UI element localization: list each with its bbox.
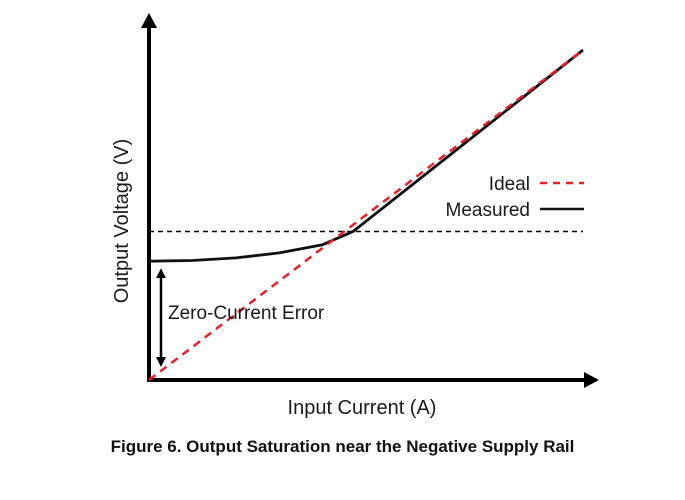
series-line-ideal (148, 49, 584, 381)
series-line-measured (148, 48, 584, 263)
legend-label-ideal: Ideal (489, 174, 530, 195)
figure-caption: Figure 6. Output Saturation near the Neg… (110, 437, 575, 456)
x-axis-title: Input Current (A) (288, 397, 437, 419)
y-axis-arrow-icon (141, 13, 157, 28)
zero-current-error-label: Zero-Current Error (168, 303, 325, 324)
legend: Ideal Measured (446, 174, 584, 221)
x-axis-arrow-icon (584, 372, 599, 388)
y-axis-title: Output Voltage (V) (111, 139, 133, 304)
zero-current-error-annotation: Zero-Current Error (156, 268, 325, 367)
chart: Zero-Current Error Ideal Measured Input … (111, 13, 599, 419)
series-layer (148, 48, 584, 381)
legend-label-measured: Measured (446, 200, 531, 221)
